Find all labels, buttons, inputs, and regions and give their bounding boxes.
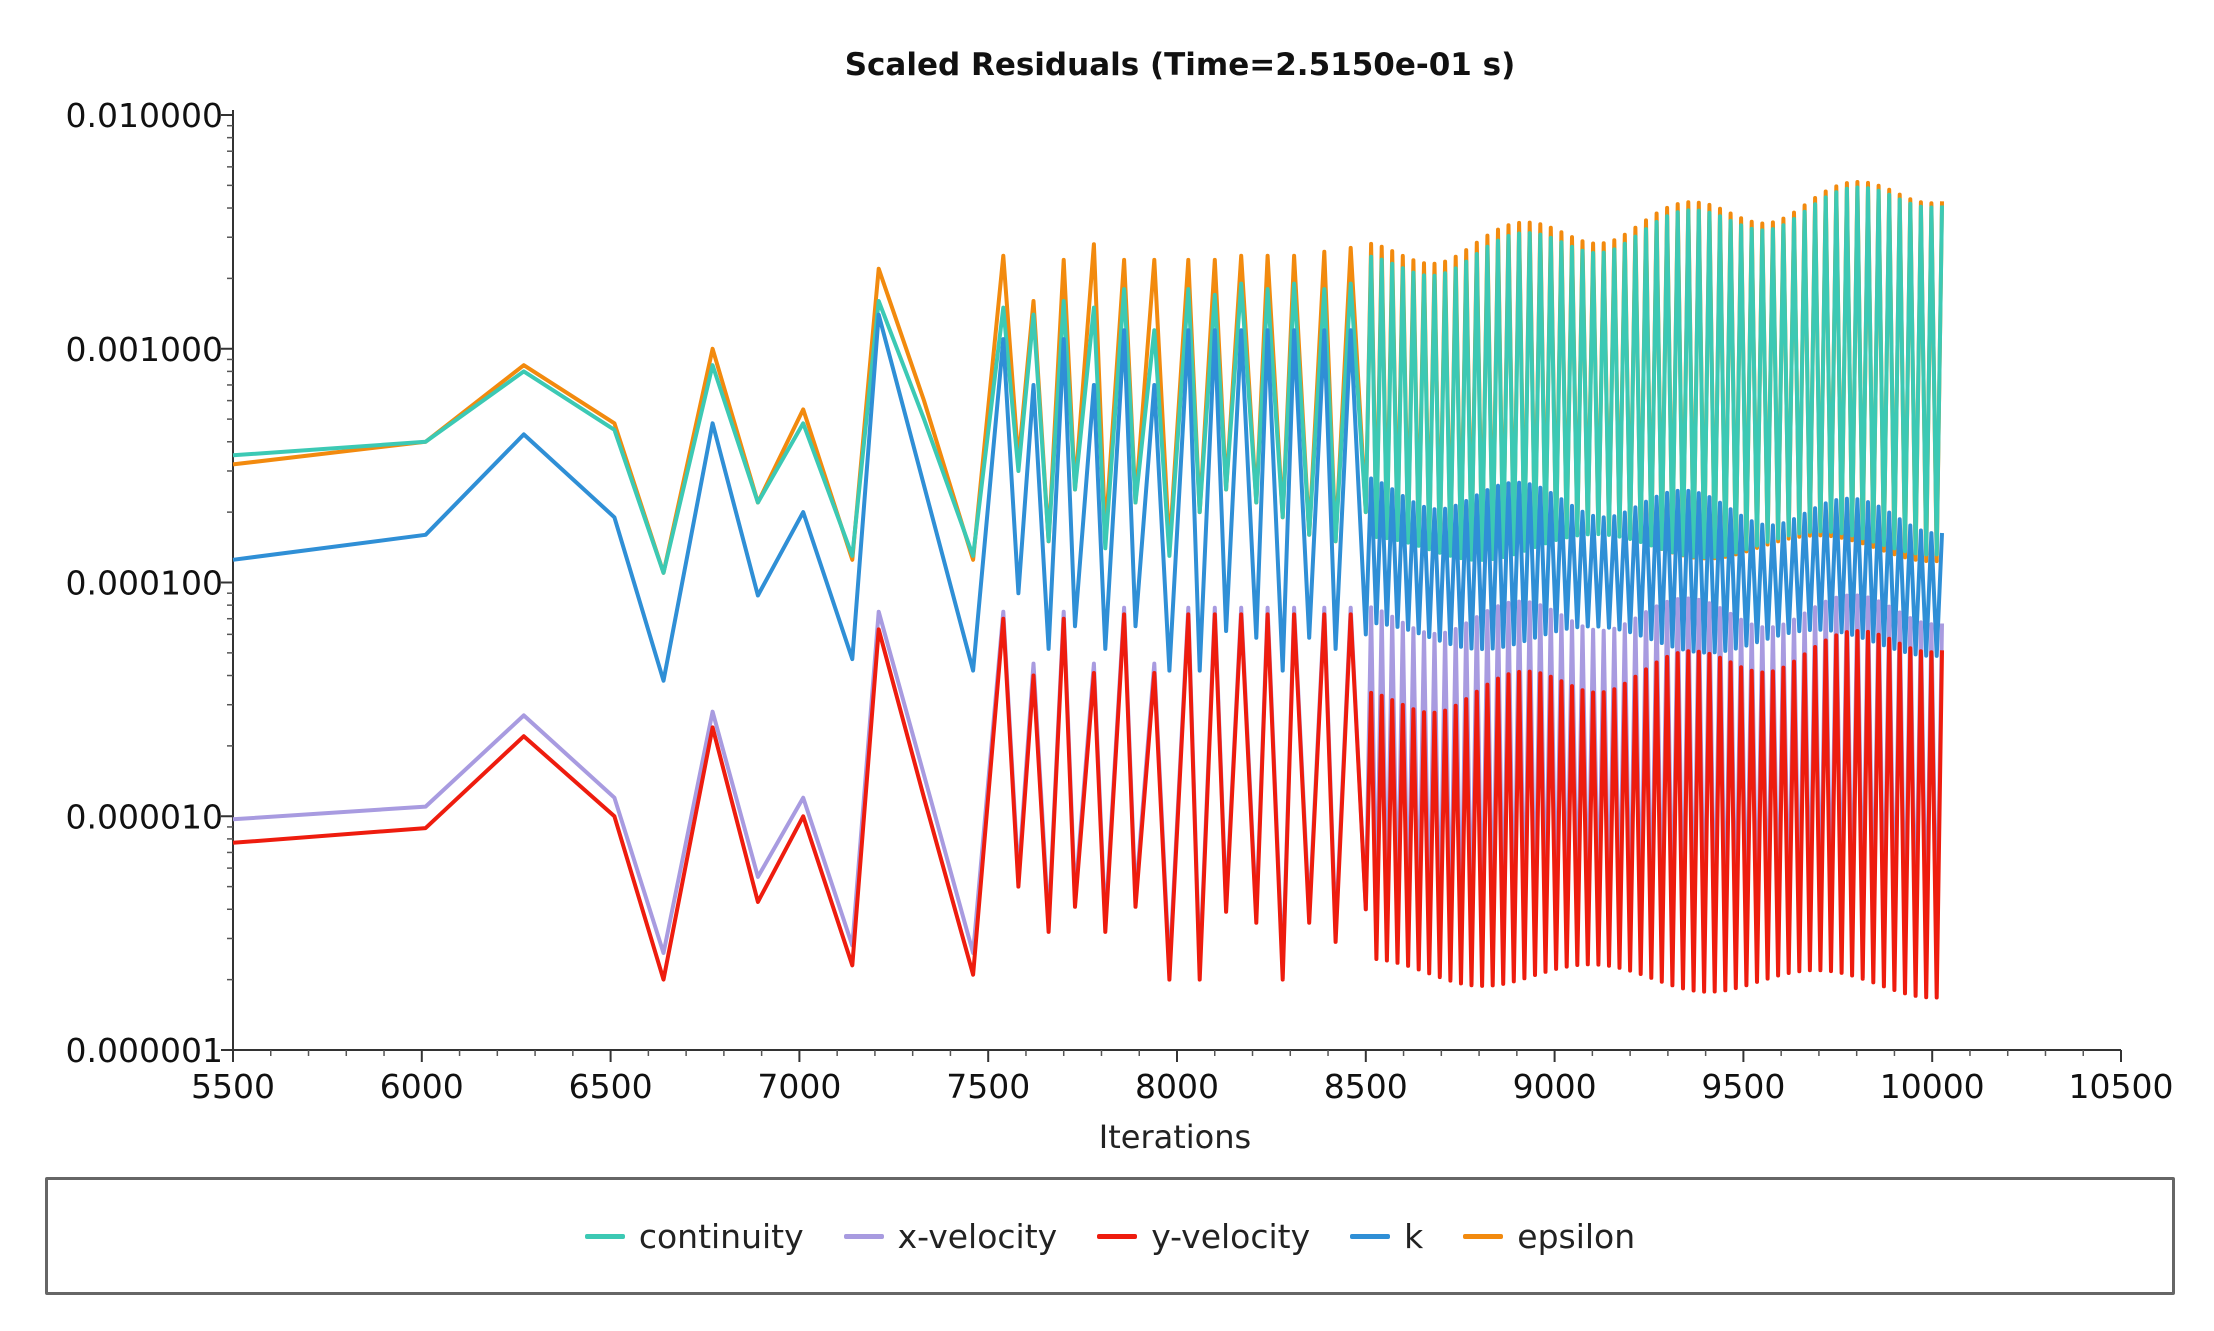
x-tick-label: 8500: [1324, 1067, 1408, 1106]
x-tick-label: 9000: [1513, 1067, 1597, 1106]
series-line-y-velocity: [232, 612, 1944, 1000]
series-line-continuity: [232, 185, 1944, 575]
x-tick-label: 9500: [1701, 1067, 1785, 1106]
legend-item-epsilon[interactable]: epsilon: [1463, 1217, 1635, 1256]
legend-item-k[interactable]: k: [1350, 1217, 1423, 1256]
x-tick-label: 7000: [757, 1067, 841, 1106]
legend-swatch: [1097, 1233, 1138, 1239]
legend: continuity x-velocity y-velocity k epsilon: [45, 1177, 2175, 1295]
legend-item-continuity[interactable]: continuity: [584, 1216, 804, 1256]
x-tick-label: 6000: [380, 1067, 464, 1106]
residuals-chart: Scaled Residuals (Time=2.5150e-01 s) 0.0…: [66, 47, 2174, 1156]
y-tick-label: 0.010000: [66, 96, 223, 135]
legend-swatch: [584, 1233, 625, 1239]
y-tick-label: 0.000010: [66, 797, 223, 836]
legend-label: k: [1404, 1216, 1424, 1256]
y-tick-label: 0.001000: [66, 330, 223, 369]
legend-label: continuity: [638, 1216, 804, 1256]
axes: 0.000001 0.000010 0.000100 0.001000 0.010000…: [66, 96, 2174, 1106]
x-axis-label: Iterations: [1099, 1118, 1251, 1156]
legend-swatch: [843, 1233, 884, 1239]
legend-item-y-velocity[interactable]: y-velocity: [1097, 1217, 1310, 1256]
legend-label: y-velocity: [1151, 1216, 1311, 1256]
x-tick-label: 5500: [191, 1067, 275, 1106]
x-tick-label: 10500: [2069, 1067, 2174, 1106]
series-layer: [232, 180, 1944, 1000]
x-tick-label: 7500: [946, 1067, 1030, 1106]
legend-item-x-velocity[interactable]: x-velocity: [843, 1216, 1058, 1256]
x-tick-label: 10000: [1880, 1067, 1985, 1106]
legend-swatch: [1463, 1233, 1504, 1239]
y-tick-label: 0.000100: [66, 564, 223, 603]
x-tick-label: 6500: [569, 1067, 653, 1106]
x-tick-label: 8000: [1135, 1067, 1219, 1106]
legend-label: x-velocity: [897, 1216, 1058, 1256]
legend-label: epsilon: [1517, 1216, 1636, 1256]
y-tick-label: 0.000001: [66, 1031, 223, 1070]
chart-title: Scaled Residuals (Time=2.5150e-01 s): [845, 47, 1516, 83]
legend-swatch: [1350, 1233, 1391, 1239]
series-line-k: [232, 312, 1944, 683]
